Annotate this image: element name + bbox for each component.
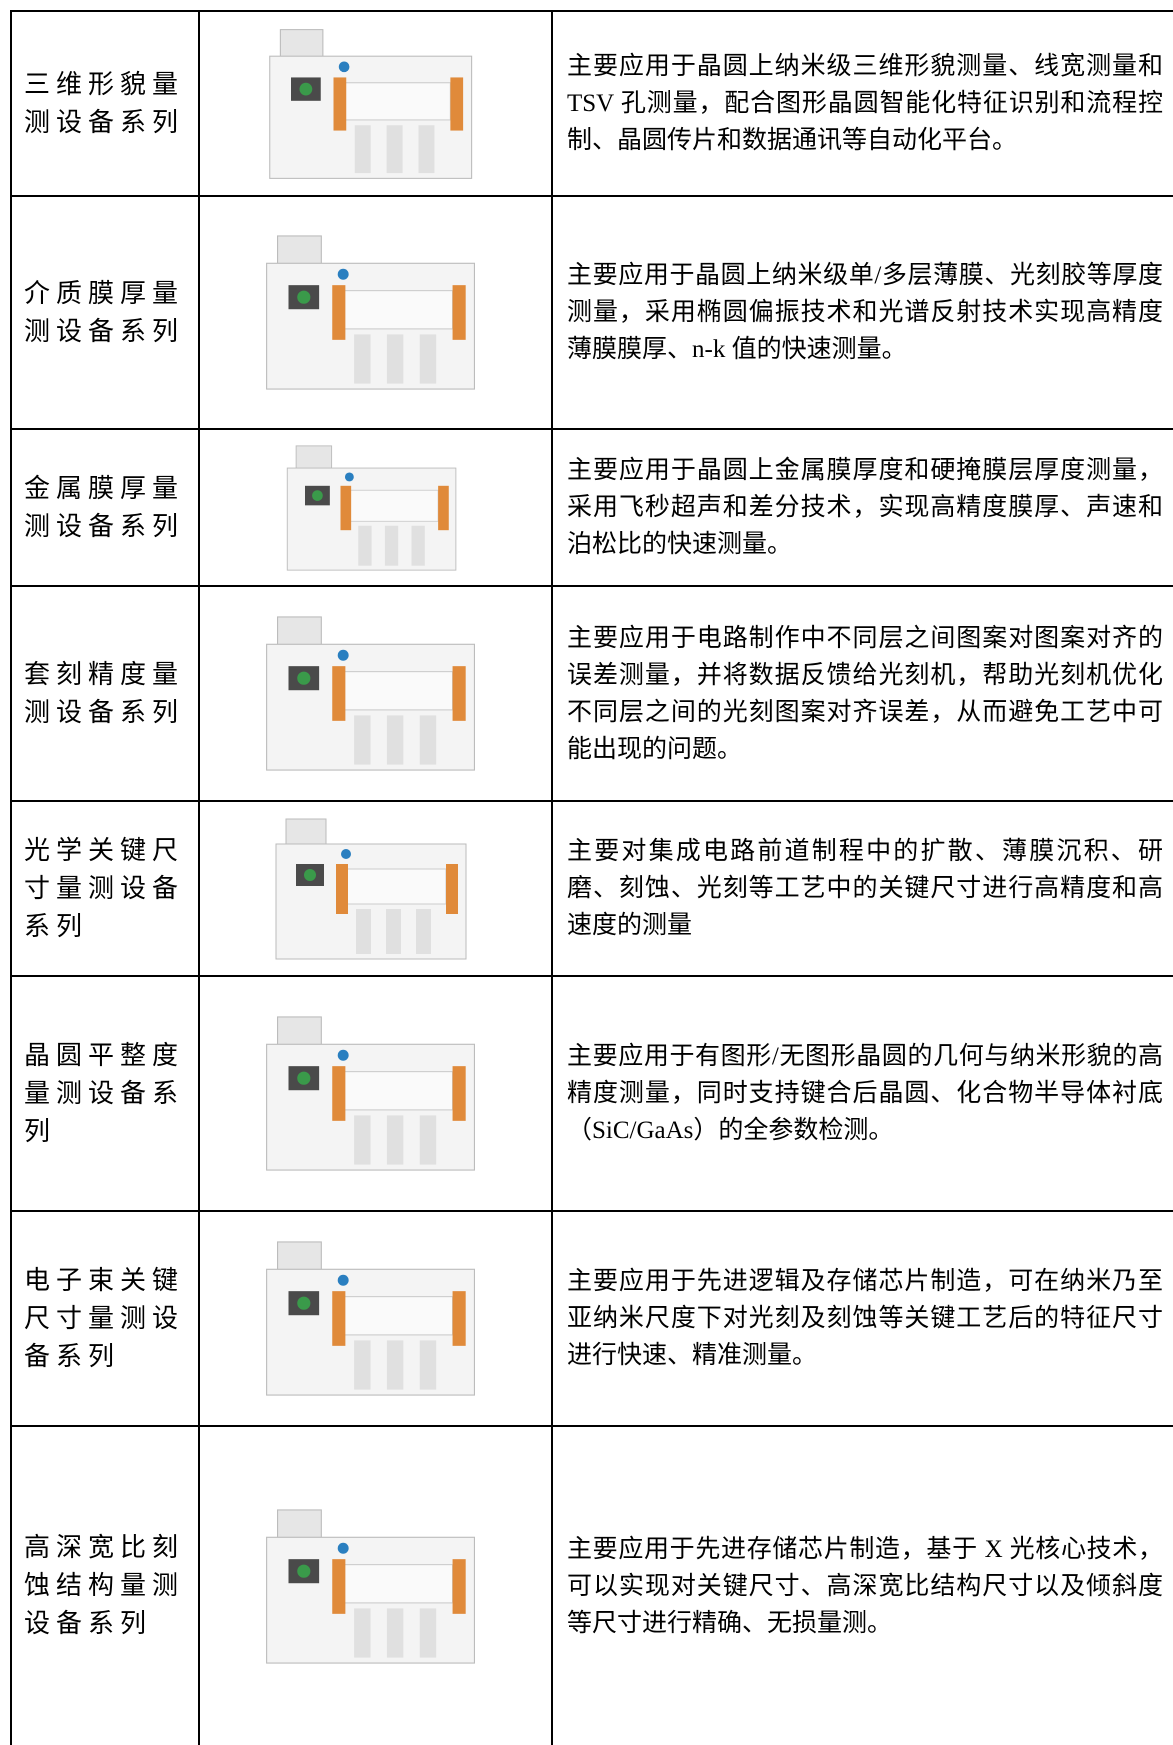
row-name: 高深宽比刻蚀结构量测设备系列 [10,1427,198,1745]
equipment-image [265,616,475,771]
equipment-image [268,28,472,179]
row-description: 主要对集成电路前道制程中的扩散、薄膜沉积、研磨、刻蚀、光刻等工艺中的关键尺寸进行… [551,802,1173,975]
row-description: 主要应用于晶圆上纳米级三维形貌测量、线宽测量和 TSV 孔测量，配合图形晶圆智能… [551,12,1173,195]
row-description: 主要应用于晶圆上纳米级单/多层薄膜、光刻胶等厚度测量，采用椭圆偏振技术和光谱反射… [551,197,1173,428]
row-image [198,802,551,975]
equipment-image [286,444,456,571]
table-row: 套刻精度量测设备系列 主要应用于电路制作中不同层之间图案对图案对齐的误差测量，并将… [10,585,1173,800]
row-name: 晶圆平整度量测设备系列 [10,977,198,1210]
row-image [198,977,551,1210]
table-row: 高深宽比刻蚀结构量测设备系列 主要应用于先进存储芯片制造，基于 X 光核心技术，可… [10,1425,1173,1745]
equipment-image [265,1508,475,1664]
table-row: 晶圆平整度量测设备系列 主要应用于有图形/无图形晶圆的几何与纳米形貌的高精度测量，… [10,975,1173,1210]
row-image [198,430,551,585]
row-name: 光学关键尺寸量测设备系列 [10,802,198,975]
row-description: 主要应用于有图形/无图形晶圆的几何与纳米形貌的高精度测量，同时支持键合后晶圆、化… [551,977,1173,1210]
row-image [198,1212,551,1425]
row-description: 主要应用于晶圆上金属膜厚度和硬掩膜层厚度测量，采用飞秒超声和差分技术，实现高精度… [551,430,1173,585]
table-row: 光学关键尺寸量测设备系列 主要对集成电路前道制程中的扩散、薄膜沉积、研磨、刻蚀、光… [10,800,1173,975]
row-description: 主要应用于先进存储芯片制造，基于 X 光核心技术，可以实现对关键尺寸、高深宽比结… [551,1427,1173,1745]
row-name: 金属膜厚量测设备系列 [10,430,198,585]
row-image [198,197,551,428]
table-row: 金属膜厚量测设备系列 主要应用于晶圆上金属膜厚度和硬掩膜层厚度测量，采用飞秒超声和… [10,428,1173,585]
equipment-image [265,1016,475,1171]
table-row: 三维形貌量测设备系列 主要应用于晶圆上纳米级三维形貌测量、线宽测量和 TSV 孔测… [10,10,1173,195]
row-name: 套刻精度量测设备系列 [10,587,198,800]
table-row: 电子束关键尺寸量测设备系列 主要应用于先进逻辑及存储芯片制造，可在纳米乃至亚纳米尺… [10,1210,1173,1425]
row-description: 主要应用于先进逻辑及存储芯片制造，可在纳米乃至亚纳米尺度下对光刻及刻蚀等关键工艺… [551,1212,1173,1425]
row-image [198,12,551,195]
row-name: 介质膜厚量测设备系列 [10,197,198,428]
row-name: 电子束关键尺寸量测设备系列 [10,1212,198,1425]
equipment-image [265,235,475,390]
row-name: 三维形貌量测设备系列 [10,12,198,195]
equipment-image [265,1241,475,1396]
row-image [198,1427,551,1745]
table-row: 介质膜厚量测设备系列 主要应用于晶圆上纳米级单/多层薄膜、光刻胶等厚度测量，采用椭… [10,195,1173,428]
equipment-image [275,818,466,959]
row-image [198,587,551,800]
row-description: 主要应用于电路制作中不同层之间图案对图案对齐的误差测量，并将数据反馈给光刻机，帮… [551,587,1173,800]
